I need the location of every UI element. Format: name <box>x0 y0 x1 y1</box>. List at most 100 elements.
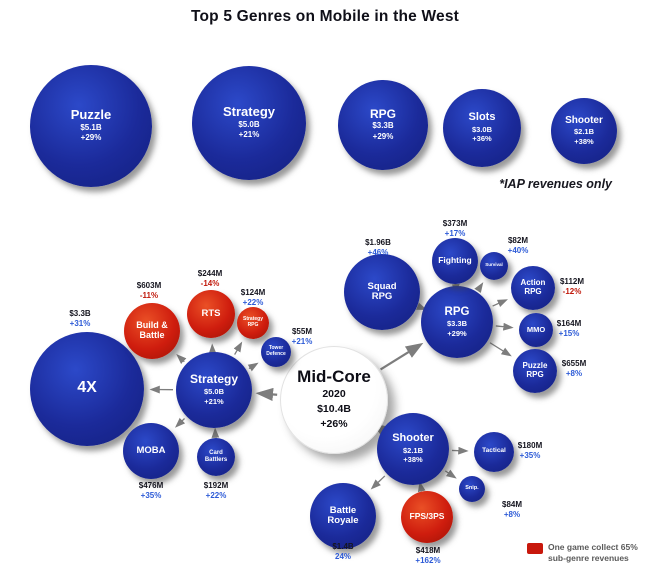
bubble-fourx: 4X <box>30 332 144 446</box>
label-tactical: $180M +35% <box>518 441 542 461</box>
label-squad-rpg: $1.96B +46% <box>365 238 391 258</box>
arrow-midcore-to-strategy <box>255 387 278 402</box>
bubble-label: Shooter <box>392 431 434 444</box>
bubble-value-line: $2.1B <box>402 445 423 455</box>
bubble-label: Tower Defence <box>266 345 286 357</box>
value-label: $1.96B <box>365 238 391 247</box>
bubble-value-line: +38% <box>403 455 423 465</box>
bubble-label: Puzzle <box>70 107 112 123</box>
bubble-label: Strategy <box>222 104 276 120</box>
value-label: $603M <box>136 281 162 290</box>
growth-label: +8% <box>565 369 583 378</box>
arrow-rpg-to-action-rpg <box>492 299 508 307</box>
growth-label: +162% <box>415 556 441 565</box>
bubble-label: RPG <box>369 106 396 121</box>
label-snip: $84M +8% <box>502 500 522 520</box>
bubble-value-line: +29% <box>80 133 102 143</box>
bubble-label: Tactical <box>482 447 506 455</box>
bubble-label: Snip. <box>465 484 479 491</box>
bubble-value-line: $10.4B <box>317 402 351 415</box>
legend: One game collect 65% sub-genre revenues <box>527 542 648 565</box>
bubble-battle-royale: Battle Royale <box>310 483 376 549</box>
growth-label: -11% <box>139 291 159 300</box>
bubble-card-battlers: Card Battlers <box>197 438 235 476</box>
bubble-label: Build & Battle <box>136 320 168 340</box>
growth-label: +35% <box>519 451 541 460</box>
bubble-build-battle: Build & Battle <box>124 303 180 359</box>
bubble-value-line: $2.1B <box>573 127 594 136</box>
label-fps3ps: $418M +162% <box>415 546 440 566</box>
bubble-midcore: Mid-Core 2020 $10.4B +26% <box>280 346 388 454</box>
value-label: $55M <box>291 327 312 336</box>
label-puzzle-rpg: $655M +8% <box>562 359 586 379</box>
label-moba: $476M +35% <box>139 481 163 501</box>
bubble-value-line: $5.1B <box>80 122 102 132</box>
growth-label: 24% <box>334 552 352 561</box>
arrow-shooter-to-battle-royale <box>370 475 386 490</box>
bubble-value-line: $3.3B <box>446 318 467 328</box>
growth-label: +31% <box>69 319 91 328</box>
bubble-tower-defence: Tower Defence <box>261 337 291 367</box>
bubble-label: Squad RPG <box>367 280 397 302</box>
growth-label: -12% <box>562 287 582 296</box>
growth-label: +17% <box>444 229 466 238</box>
arrow-shooter-to-snip <box>444 469 457 479</box>
bubble-tactical: Tactical <box>474 432 514 472</box>
value-label: $180M <box>517 441 543 450</box>
bubble-action-rpg: Action RPG <box>511 266 555 310</box>
label-fighting: $373M +17% <box>443 219 467 239</box>
growth-label: +22% <box>242 298 264 307</box>
value-label: $82M <box>507 236 528 245</box>
bubble-value-line: $3.3B <box>372 121 394 131</box>
chart-title: Top 5 Genres on Mobile in the West <box>190 8 460 25</box>
bubble-snip: Snip. <box>459 476 485 502</box>
bubble-mmo: MMO <box>519 313 553 347</box>
arrow-shooter-to-fps3ps <box>417 481 426 493</box>
legend-line2: sub-genre revenues <box>548 553 629 564</box>
arrow-rpg-to-mmo <box>495 322 514 331</box>
bubble-value-line: +29% <box>447 328 467 338</box>
bubble-label: RTS <box>201 307 221 319</box>
bubble-moba: MOBA <box>123 423 179 479</box>
bubble-strategy: Strategy $5.0B +21% <box>176 352 252 428</box>
label-action-rpg: $112M -12% <box>560 277 584 297</box>
label-battle-royale: $1.4B 24% <box>332 542 353 562</box>
bubble-fps3ps: FPS/3PS <box>401 491 453 543</box>
bubble-rpg: RPG $3.3B +29% <box>421 286 493 358</box>
bubble-value-line: +29% <box>372 131 394 141</box>
label-strategy-rpg: $124M +22% <box>241 288 265 308</box>
growth-label: +22% <box>205 491 227 500</box>
growth-label: +40% <box>507 246 529 255</box>
label-build-battle: $603M -11% <box>137 281 161 301</box>
label-survival: $82M +40% <box>508 236 529 256</box>
bubble-label: Strategy RPG <box>242 316 263 328</box>
bubble-shooter: Shooter $2.1B +38% <box>551 98 617 164</box>
growth-label: +15% <box>558 329 580 338</box>
bubble-label: Mid-Core <box>297 366 371 386</box>
growth-label: -14% <box>200 279 220 288</box>
bubble-value-line: $3.0B <box>471 124 492 134</box>
growth-label: +21% <box>291 337 313 346</box>
label-mmo: $164M +15% <box>557 319 581 339</box>
bubble-puzzle: Puzzle $5.1B +29% <box>30 65 152 187</box>
label-card-battlers: $192M +22% <box>204 481 228 501</box>
arrow-midcore-to-rpg <box>379 342 424 371</box>
bubble-value-line: +38% <box>574 136 594 146</box>
bubble-value-line: $5.0B <box>203 387 224 397</box>
value-label: $124M <box>240 288 266 297</box>
growth-label: +46% <box>367 248 389 257</box>
bubble-value-line: +26% <box>320 418 348 431</box>
bubble-value-line: $5.0B <box>238 119 260 129</box>
legend-red-swatch-icon <box>527 543 543 554</box>
bubble-strategy-rpg: Strategy RPG <box>237 307 269 339</box>
bubble-label: MMO <box>526 324 546 334</box>
bubble-slots: Slots $3.0B +36% <box>443 89 521 167</box>
arrow-strategy-to-moba <box>174 417 186 428</box>
bubble-label: 4X <box>77 379 97 397</box>
bubble-label: Action RPG <box>520 278 546 296</box>
bubble-label: RPG <box>444 305 470 318</box>
bubble-rpg: RPG $3.3B +29% <box>338 80 428 170</box>
bubble-label: Survival <box>485 262 503 268</box>
